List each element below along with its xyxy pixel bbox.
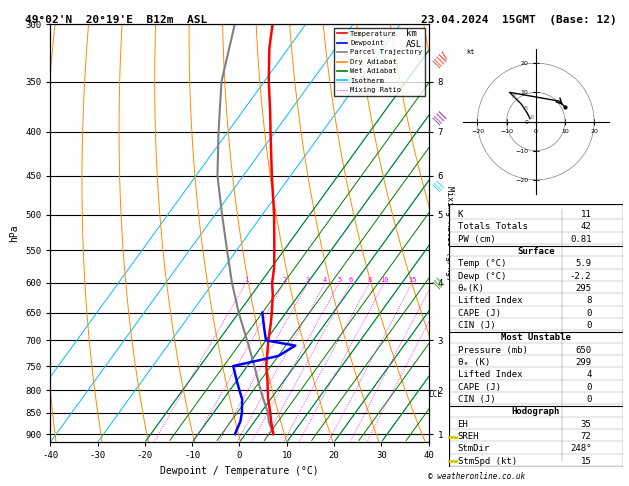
Text: 92: 92: [528, 115, 535, 120]
Text: 49°02'N  20°19'E  B12m  ASL: 49°02'N 20°19'E B12m ASL: [25, 15, 208, 25]
Text: SREH: SREH: [457, 432, 479, 441]
Text: 23.04.2024  15GMT  (Base: 12): 23.04.2024 15GMT (Base: 12): [421, 15, 617, 25]
Text: 5: 5: [337, 277, 342, 283]
Text: CIN (J): CIN (J): [457, 321, 495, 330]
Text: 8: 8: [586, 296, 591, 306]
Text: 2: 2: [282, 277, 286, 283]
Text: 70: 70: [511, 94, 518, 99]
Text: EH: EH: [457, 420, 469, 429]
Text: ||||: ||||: [431, 108, 448, 125]
Text: 15: 15: [408, 277, 416, 283]
Text: PW (cm): PW (cm): [457, 235, 495, 244]
Text: 6: 6: [348, 277, 353, 283]
Text: Most Unstable: Most Unstable: [501, 333, 571, 343]
Text: 0: 0: [586, 321, 591, 330]
Text: 15: 15: [581, 457, 591, 466]
X-axis label: Dewpoint / Temperature (°C): Dewpoint / Temperature (°C): [160, 466, 319, 476]
Text: 8: 8: [367, 277, 372, 283]
Text: |||: |||: [431, 275, 446, 289]
Legend: Temperature, Dewpoint, Parcel Trajectory, Dry Adiabat, Wet Adiabat, Isotherm, Mi: Temperature, Dewpoint, Parcel Trajectory…: [334, 28, 425, 96]
Text: km
ASL: km ASL: [406, 29, 422, 49]
Text: 35: 35: [581, 420, 591, 429]
Y-axis label: hPa: hPa: [9, 225, 19, 242]
Text: 85: 85: [523, 106, 529, 111]
Text: ||||/: ||||/: [431, 49, 450, 68]
Text: Lifted Index: Lifted Index: [457, 296, 522, 306]
Text: 0: 0: [586, 309, 591, 318]
Text: LCL: LCL: [428, 390, 442, 399]
Text: Surface: Surface: [517, 247, 555, 256]
Text: kt: kt: [466, 50, 474, 55]
Text: θₑ (K): θₑ (K): [457, 358, 490, 367]
Text: 10: 10: [380, 277, 389, 283]
Text: Lifted Index: Lifted Index: [457, 370, 522, 380]
Text: Hodograph: Hodograph: [511, 407, 560, 417]
Text: CIN (J): CIN (J): [457, 395, 495, 404]
Text: 72: 72: [581, 432, 591, 441]
Text: 0.81: 0.81: [570, 235, 591, 244]
Text: 0: 0: [586, 383, 591, 392]
Text: |||: |||: [431, 177, 446, 192]
Text: 1: 1: [244, 277, 248, 283]
Text: 4: 4: [323, 277, 328, 283]
Text: Temp (°C): Temp (°C): [457, 260, 506, 268]
Text: StmSpd (kt): StmSpd (kt): [457, 457, 516, 466]
Text: Pressure (mb): Pressure (mb): [457, 346, 528, 355]
Y-axis label: Mixing Ratio (g/kg): Mixing Ratio (g/kg): [445, 186, 454, 281]
Text: 650: 650: [576, 346, 591, 355]
Text: 5.9: 5.9: [576, 260, 591, 268]
Text: CAPE (J): CAPE (J): [457, 383, 501, 392]
Text: CAPE (J): CAPE (J): [457, 309, 501, 318]
Text: θₑ(K): θₑ(K): [457, 284, 484, 293]
Text: 248°: 248°: [570, 445, 591, 453]
Text: Totals Totals: Totals Totals: [457, 223, 528, 231]
Text: © weatheronline.co.uk: © weatheronline.co.uk: [428, 472, 525, 481]
Text: Dewp (°C): Dewp (°C): [457, 272, 506, 281]
Text: 4: 4: [586, 370, 591, 380]
Text: 295: 295: [576, 284, 591, 293]
FancyBboxPatch shape: [449, 204, 623, 467]
Text: StmDir: StmDir: [457, 445, 490, 453]
Text: K: K: [457, 210, 463, 219]
Text: 0: 0: [586, 395, 591, 404]
Text: 3: 3: [306, 277, 310, 283]
Text: 42: 42: [581, 223, 591, 231]
Text: -2.2: -2.2: [570, 272, 591, 281]
Text: 11: 11: [581, 210, 591, 219]
Text: 299: 299: [576, 358, 591, 367]
